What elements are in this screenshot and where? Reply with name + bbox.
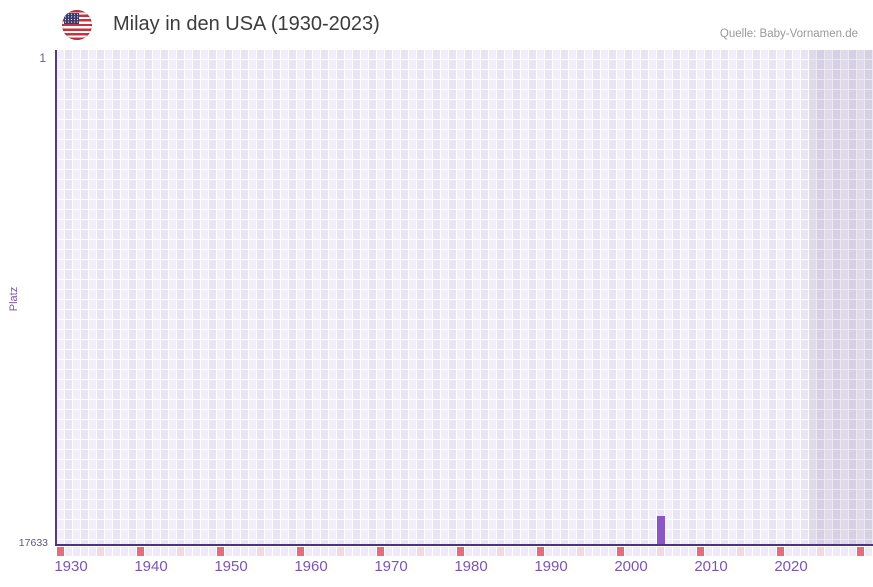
mid-decade-mark	[577, 547, 584, 556]
us-flag-canton	[64, 13, 79, 24]
source-credit: Quelle: Baby-Vornamen.de	[719, 28, 858, 40]
decade-mark	[777, 547, 784, 556]
y-tick-top: 1	[39, 51, 46, 65]
x-axis-line	[55, 544, 873, 546]
decade-mark	[697, 547, 704, 556]
x-tick-label: 1940	[134, 558, 168, 575]
y-axis-title: Platz	[8, 286, 20, 312]
axis-strip	[57, 547, 873, 556]
decade-mark	[137, 547, 144, 556]
y-tick-bottom: 17633	[18, 537, 48, 549]
us-flag-icon	[62, 10, 92, 40]
decade-mark	[57, 547, 64, 556]
decade-mark	[537, 547, 544, 556]
x-axis-ticks: 1930 1940 1950 1960 1970 1980 1990 2000 2010 2020	[54, 558, 873, 578]
plot-area	[57, 50, 873, 544]
chart-title: Milay in den USA (1930-2023)	[113, 13, 380, 35]
mid-decade-mark	[417, 547, 424, 556]
mid-decade-mark	[177, 547, 184, 556]
x-tick-label: 1980	[454, 558, 488, 575]
decade-mark	[377, 547, 384, 556]
decade-mark	[297, 547, 304, 556]
x-tick-label: 2010	[694, 558, 728, 575]
decade-mark	[617, 547, 624, 556]
mid-decade-mark	[817, 547, 824, 556]
x-tick-label: 1990	[534, 558, 568, 575]
no-data-region	[809, 50, 873, 544]
x-tick-label: 1970	[374, 558, 408, 575]
decade-mark	[857, 547, 864, 556]
mid-decade-mark	[257, 547, 264, 556]
decade-mark	[217, 547, 224, 556]
mid-decade-mark	[657, 547, 664, 556]
x-tick-label: 1960	[294, 558, 328, 575]
mid-decade-mark	[497, 547, 504, 556]
y-axis-line	[55, 50, 57, 546]
mid-decade-mark	[737, 547, 744, 556]
decade-mark	[457, 547, 464, 556]
x-tick-label: 2020	[774, 558, 808, 575]
x-tick-label: 1930	[54, 558, 88, 575]
x-tick-label: 2000	[614, 558, 648, 575]
mid-decade-mark	[97, 547, 104, 556]
x-tick-label: 1950	[214, 558, 248, 575]
rank-bar[interactable]	[657, 516, 665, 544]
mid-decade-mark	[337, 547, 344, 556]
